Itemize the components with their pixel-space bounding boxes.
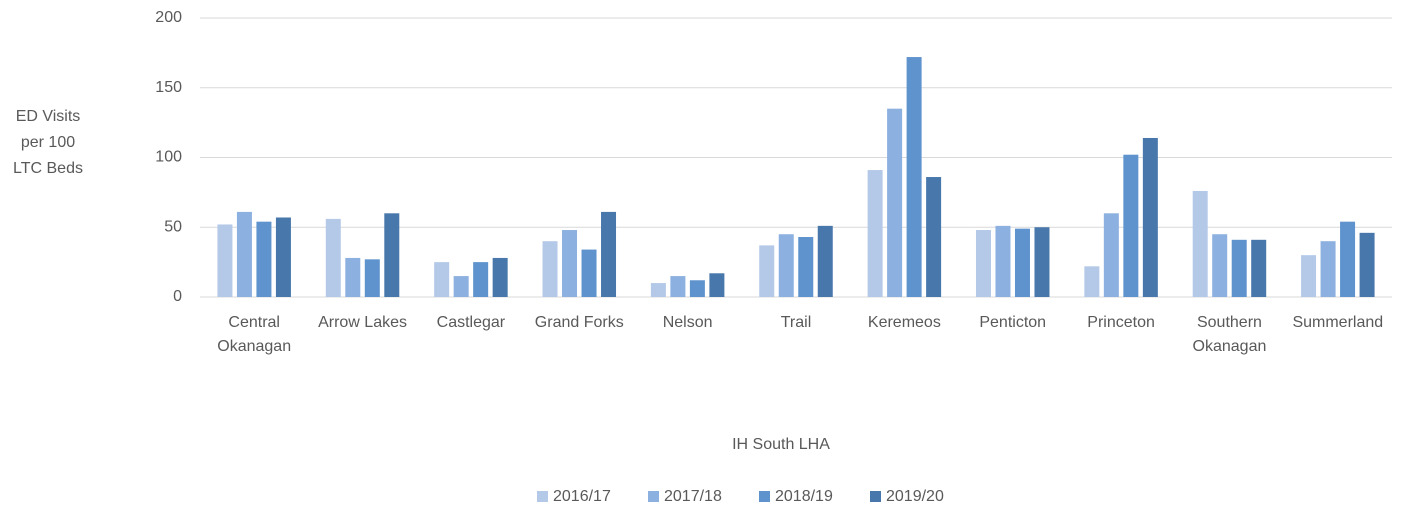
- legend-label: 2016/17: [553, 488, 611, 505]
- bar: [562, 230, 578, 297]
- y-axis-label: ED Visits per 100 LTC Beds: [13, 108, 83, 177]
- bar: [542, 241, 558, 297]
- bar: [1142, 137, 1158, 297]
- y-tick-label: 200: [155, 9, 182, 26]
- y-tick-label: 50: [164, 218, 182, 235]
- bar: [887, 108, 903, 297]
- bar: [867, 170, 883, 297]
- x-tick-label: Nelson: [663, 314, 713, 331]
- x-tick-label: Central Okanagan: [217, 314, 291, 355]
- bar: [492, 257, 508, 297]
- x-tick-label: Penticton: [979, 314, 1046, 331]
- bar: [325, 218, 341, 297]
- bar: [926, 177, 942, 297]
- bar: [473, 262, 489, 297]
- x-tick-label: Southern Okanagan: [1193, 314, 1267, 355]
- bar: [345, 257, 361, 297]
- bar: [236, 211, 252, 297]
- bar: [1231, 239, 1247, 297]
- bar: [759, 245, 775, 297]
- bar: [275, 217, 291, 297]
- bar: [453, 276, 469, 297]
- bar: [1192, 190, 1208, 297]
- bar: [689, 280, 705, 297]
- bar: [581, 249, 597, 297]
- x-tick-label: Arrow Lakes: [318, 314, 407, 331]
- legend-swatch: [870, 491, 881, 502]
- bar: [256, 221, 272, 297]
- bar: [995, 225, 1011, 297]
- y-tick-label: 100: [155, 149, 182, 166]
- y-tick-label: 0: [173, 288, 182, 305]
- bar: [975, 230, 991, 297]
- bar: [1320, 241, 1336, 297]
- legend-swatch: [648, 491, 659, 502]
- legend-label: 2017/18: [664, 488, 722, 505]
- legend-swatch: [537, 491, 548, 502]
- bar: [384, 213, 400, 297]
- bar: [1359, 232, 1375, 297]
- legend-label: 2019/20: [886, 488, 944, 505]
- bar: [1084, 266, 1100, 297]
- bar: [670, 276, 686, 297]
- bar: [1034, 227, 1050, 297]
- bar: [1212, 234, 1228, 297]
- bar: [364, 259, 380, 297]
- bar: [1301, 255, 1317, 297]
- x-axis-label: IH South LHA: [732, 436, 830, 453]
- legend-label: 2018/19: [775, 488, 833, 505]
- x-tick-label: Princeton: [1087, 314, 1155, 331]
- bar: [601, 211, 617, 297]
- bar: [1340, 221, 1356, 297]
- bar: [817, 225, 833, 297]
- bar: [434, 262, 450, 297]
- bar: [650, 283, 666, 297]
- legend-swatch: [759, 491, 770, 502]
- bar: [1014, 228, 1030, 297]
- bar: [1251, 239, 1267, 297]
- bar: [709, 273, 725, 297]
- bar: [1123, 154, 1139, 297]
- x-tick-label: Keremeos: [868, 314, 941, 331]
- bar: [798, 237, 814, 297]
- x-tick-label: Castlegar: [437, 314, 506, 331]
- bar: [217, 224, 233, 297]
- x-tick-label: Grand Forks: [535, 314, 624, 331]
- bar: [778, 234, 794, 297]
- bar: [906, 57, 922, 298]
- y-tick-label: 150: [155, 79, 182, 96]
- x-tick-label: Summerland: [1292, 314, 1383, 331]
- bar: [1103, 213, 1119, 297]
- x-tick-label: Trail: [781, 314, 812, 331]
